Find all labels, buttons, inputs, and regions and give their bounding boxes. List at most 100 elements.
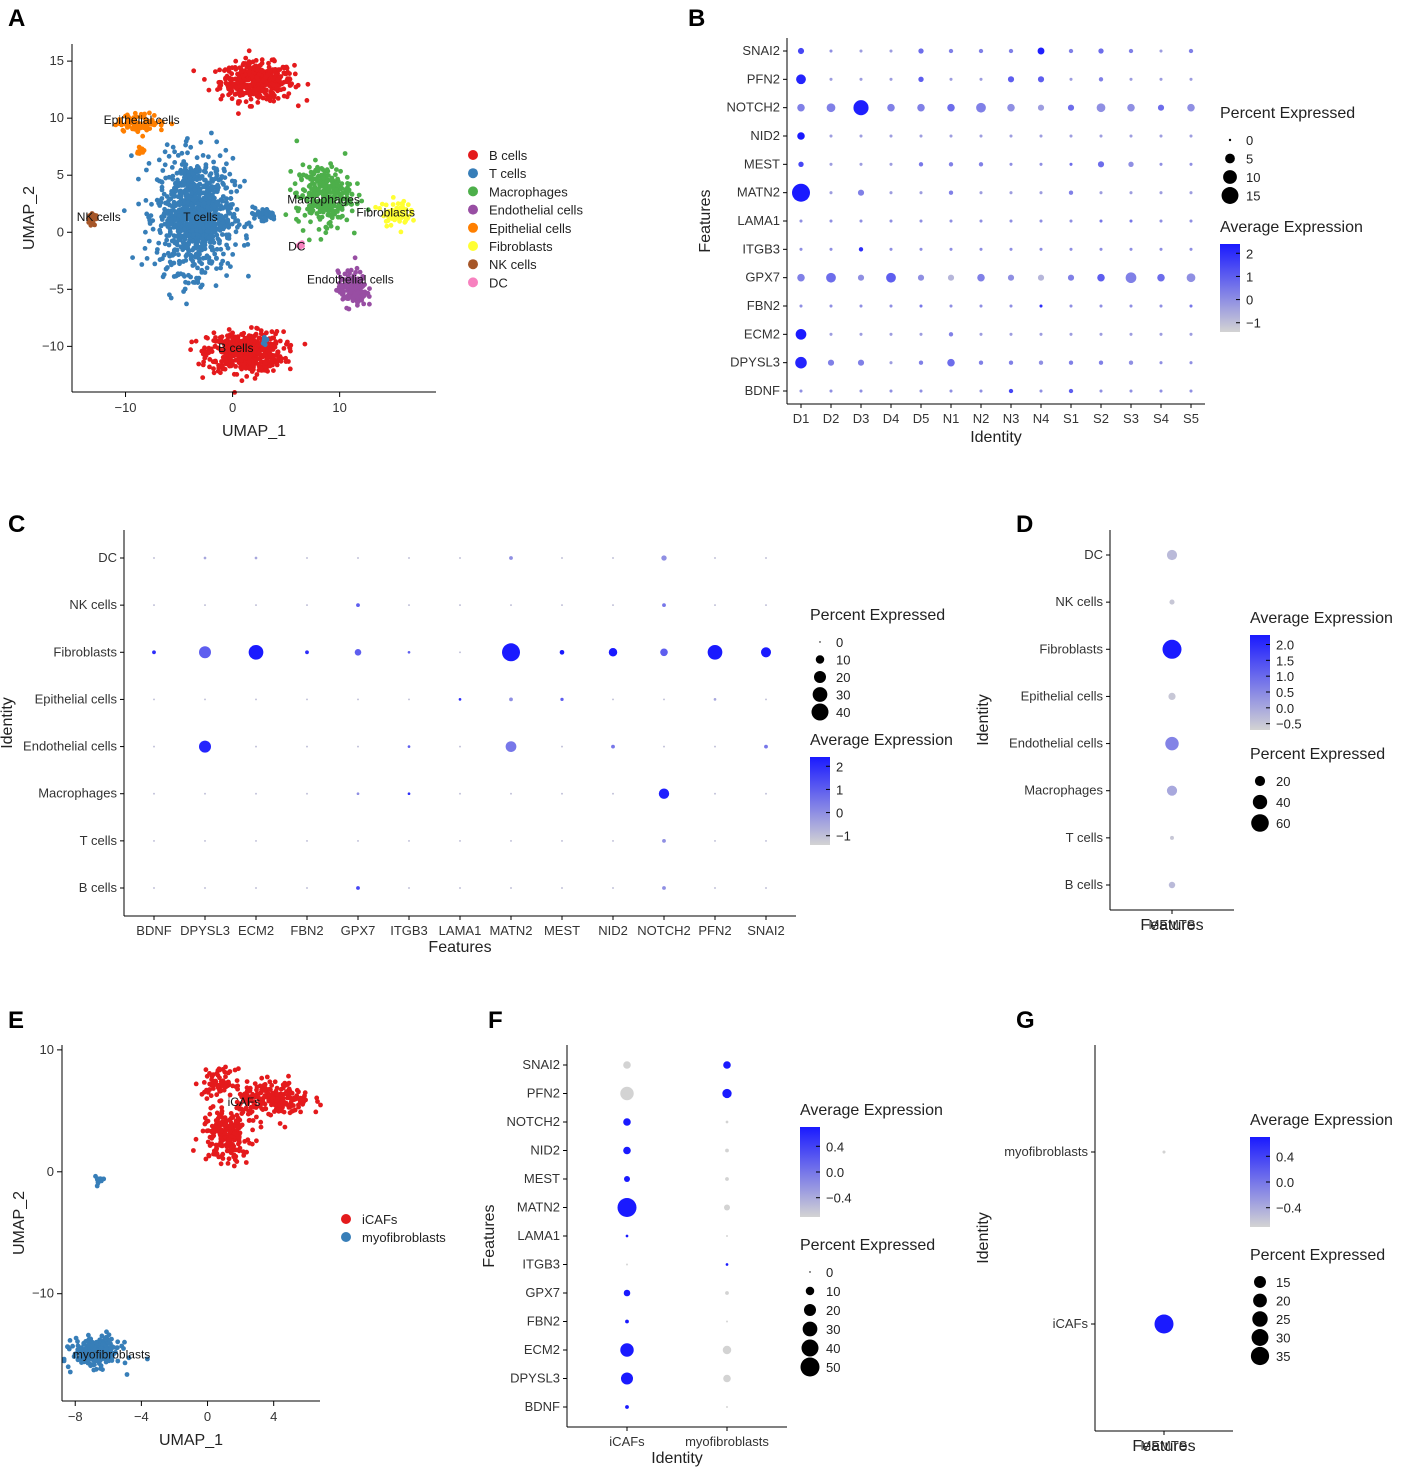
umap-point	[202, 190, 208, 196]
dot	[459, 557, 461, 559]
umap-point	[222, 344, 228, 349]
umap-point	[386, 210, 391, 216]
size-legend-key	[800, 1357, 820, 1377]
umap-point	[142, 115, 148, 121]
umap-point	[191, 1148, 196, 1153]
umap-point	[379, 201, 385, 207]
umap-point	[252, 1101, 257, 1107]
size-legend-key	[815, 655, 825, 664]
umap-point	[334, 167, 339, 173]
dot	[979, 77, 983, 81]
umap-point	[190, 228, 195, 234]
dot	[1159, 304, 1163, 308]
umap-point	[233, 242, 238, 248]
umap-point	[214, 139, 220, 145]
umap-point	[226, 1137, 232, 1142]
dot	[459, 651, 461, 654]
umap-point	[249, 1093, 255, 1099]
umap-point	[205, 1118, 211, 1124]
umap-point	[180, 259, 186, 264]
umap-point	[411, 217, 416, 223]
umap-point	[222, 224, 227, 230]
cluster-label: iCAFs	[228, 1095, 261, 1109]
umap-point	[135, 149, 141, 155]
umap-point	[184, 252, 190, 258]
umap-point	[237, 184, 243, 189]
umap-point	[335, 204, 341, 210]
dot	[918, 48, 924, 54]
umap-point	[285, 1095, 290, 1101]
umap-point	[254, 357, 260, 362]
dot	[1009, 219, 1013, 223]
umap-point	[233, 58, 239, 64]
dot	[1189, 77, 1193, 81]
dot	[826, 272, 836, 283]
legend-key	[468, 150, 478, 160]
umap-point	[272, 1102, 278, 1108]
dots	[1154, 1150, 1174, 1334]
dot	[407, 745, 411, 748]
y-tick-label: MATN2	[737, 185, 780, 200]
x-tick-label: S2	[1093, 411, 1109, 426]
dot	[725, 1120, 729, 1124]
color-legend: Average Expression 2 1 0 −1	[810, 732, 953, 845]
dot	[408, 604, 410, 607]
umap-point	[398, 229, 404, 235]
legend-key	[341, 1232, 351, 1242]
dot	[799, 247, 803, 251]
dot	[859, 304, 863, 308]
dot	[889, 77, 893, 81]
dot	[459, 887, 461, 889]
x-tick-label: ITGB3	[390, 923, 428, 938]
umap-point	[203, 255, 209, 261]
dot	[1068, 388, 1074, 394]
umap-point	[114, 1345, 119, 1351]
umap-point	[224, 273, 230, 278]
umap-point	[271, 98, 277, 104]
umap-point	[239, 331, 245, 337]
umap-point	[373, 204, 378, 210]
dot	[408, 839, 410, 842]
umap-point	[300, 1101, 306, 1107]
y-tick-label: 10	[50, 110, 64, 125]
umap-point	[213, 1079, 219, 1085]
dot	[1009, 332, 1013, 336]
umap-point	[204, 265, 210, 271]
dot	[795, 356, 807, 369]
umap-point	[224, 196, 229, 202]
dot	[977, 273, 985, 282]
legend-label: myofibroblasts	[362, 1230, 446, 1245]
dot	[1039, 332, 1043, 336]
umap-point	[359, 198, 365, 204]
umap-point	[399, 201, 404, 207]
dot	[255, 745, 257, 748]
umap-point	[276, 1107, 281, 1112]
dot	[889, 389, 893, 393]
umap-point	[109, 1336, 114, 1342]
color-legend-label: 1	[1246, 269, 1253, 284]
umap-point	[318, 1102, 323, 1108]
umap-point	[234, 342, 240, 348]
dot	[947, 358, 955, 367]
y-tick-label: MEST	[744, 156, 780, 171]
size-legend: Percent Expressed 0 10 20 30 40	[810, 607, 945, 721]
umap-point	[219, 1111, 225, 1116]
dot	[306, 887, 308, 889]
size-legend-label: 30	[836, 688, 850, 703]
umap-point	[223, 185, 229, 191]
umap-point	[215, 368, 221, 374]
dot	[408, 557, 410, 559]
umap-point	[252, 376, 258, 381]
cluster-label: Macrophages	[287, 193, 360, 207]
cluster-label: Epithelial cells	[104, 113, 180, 127]
umap-point	[271, 82, 276, 88]
x-tick-label: MEST	[544, 923, 580, 938]
y-tick-label: GPX7	[745, 270, 780, 285]
size-legend-key	[1252, 794, 1268, 810]
umap-point	[159, 127, 164, 133]
y-tick-label: 0	[47, 1164, 54, 1179]
color-legend-label: −0.5	[1276, 717, 1302, 732]
umap-point	[300, 162, 306, 168]
umap-point	[186, 248, 192, 254]
dot	[1154, 1314, 1174, 1334]
